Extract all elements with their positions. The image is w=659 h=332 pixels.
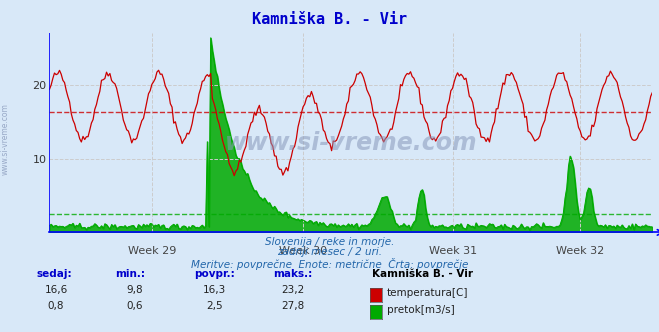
Text: 0,6: 0,6 — [127, 301, 144, 311]
Text: Week 32: Week 32 — [556, 246, 604, 256]
Text: 16,3: 16,3 — [202, 285, 226, 295]
Text: 16,6: 16,6 — [44, 285, 68, 295]
Text: zadnji mesec / 2 uri.: zadnji mesec / 2 uri. — [277, 247, 382, 257]
Text: Kamniška B. - Vir: Kamniška B. - Vir — [372, 269, 473, 279]
Text: 27,8: 27,8 — [281, 301, 305, 311]
Text: www.si-vreme.com: www.si-vreme.com — [225, 131, 477, 155]
Text: sedaj:: sedaj: — [36, 269, 72, 279]
Text: Meritve: povprečne  Enote: metrične  Črta: povprečje: Meritve: povprečne Enote: metrične Črta:… — [191, 258, 468, 270]
Text: Kamniška B. - Vir: Kamniška B. - Vir — [252, 12, 407, 27]
Text: povpr.:: povpr.: — [194, 269, 235, 279]
Text: 23,2: 23,2 — [281, 285, 305, 295]
Text: Slovenija / reke in morje.: Slovenija / reke in morje. — [265, 237, 394, 247]
Text: temperatura[C]: temperatura[C] — [387, 288, 469, 298]
Text: Week 30: Week 30 — [279, 246, 327, 256]
Text: www.si-vreme.com: www.si-vreme.com — [1, 104, 10, 175]
Text: 2,5: 2,5 — [206, 301, 223, 311]
Text: 0,8: 0,8 — [47, 301, 65, 311]
Text: maks.:: maks.: — [273, 269, 313, 279]
Text: Week 29: Week 29 — [128, 246, 176, 256]
Text: pretok[m3/s]: pretok[m3/s] — [387, 305, 455, 315]
Text: 9,8: 9,8 — [127, 285, 144, 295]
Text: min.:: min.: — [115, 269, 146, 279]
Text: Week 31: Week 31 — [430, 246, 478, 256]
